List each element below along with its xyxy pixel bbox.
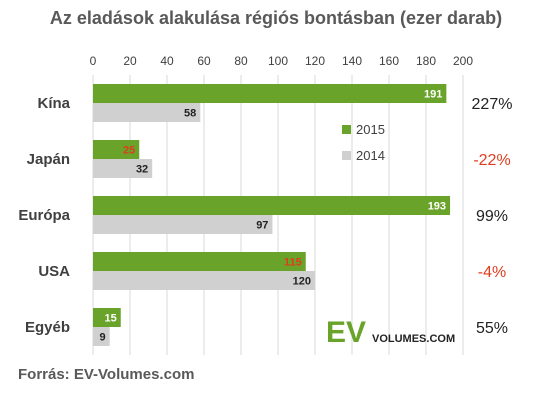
chart-title: Az eladások alakulása régiós bontásban (… (49, 8, 503, 28)
change-label: 55% (476, 320, 508, 337)
change-labels: 227% -22% 99% -4% 55% (472, 96, 513, 337)
x-tick-label: 140 (342, 54, 362, 68)
bar-2015-Kína (93, 84, 447, 103)
x-tick-label: 0 (90, 54, 97, 68)
category-label: Európa (18, 207, 70, 224)
x-tick-label: 180 (416, 54, 436, 68)
x-tick-label: 120 (305, 54, 325, 68)
change-label: -4% (478, 264, 506, 281)
data-label: 58 (184, 108, 196, 120)
logo-ev-text: EV (326, 316, 366, 349)
x-tick-label: 100 (268, 54, 288, 68)
bar-2014-Egyéb (93, 327, 110, 346)
legend-swatch (342, 151, 351, 160)
data-label: 32 (136, 164, 148, 176)
category-label: Kína (37, 95, 70, 112)
bar-2015-Japán (93, 140, 140, 159)
category-label: USA (38, 263, 70, 280)
bar-2014-Kína (93, 103, 201, 122)
logo-volumes-text: VOLUMES.COM (372, 333, 455, 345)
data-label: 15 (105, 313, 117, 325)
data-label: 191 (424, 89, 442, 101)
ev-volumes-logo: EV VOLUMES.COM (326, 316, 455, 349)
bar-2014-Japán (93, 159, 153, 178)
x-tick-label: 80 (234, 54, 248, 68)
data-label: 25 (123, 145, 135, 157)
bar-2015-Egyéb (93, 308, 121, 327)
x-tick-label: 160 (379, 54, 399, 68)
x-tick-label: 20 (123, 54, 137, 68)
x-tick-label: 200 (453, 54, 473, 68)
change-label: 99% (476, 208, 508, 225)
data-label: 115 (284, 257, 302, 269)
category-labels: Kína Japán Európa USA Egyéb (18, 95, 70, 336)
data-label: 97 (256, 220, 268, 232)
source-note: Forrás: EV-Volumes.com (18, 366, 195, 383)
legend: 2015 2014 (342, 122, 385, 163)
change-label: -22% (473, 152, 510, 169)
bar-2015-Európa (93, 196, 451, 215)
x-tick-label: 40 (160, 54, 174, 68)
legend-label: 2015 (356, 122, 385, 137)
legend-label: 2014 (356, 148, 385, 163)
bar-2015-USA (93, 252, 306, 271)
change-label: 227% (472, 96, 513, 113)
x-axis-ticks: 0 20 40 60 80 100 120 140 160 180 200 (90, 54, 474, 68)
category-label: Japán (27, 151, 70, 168)
data-label: 9 (100, 332, 106, 344)
bar-2014-Európa (93, 215, 273, 234)
category-label: Egyéb (25, 319, 70, 336)
x-tick-label: 60 (197, 54, 211, 68)
data-label: 193 (428, 201, 446, 213)
data-label: 120 (293, 276, 311, 288)
legend-swatch (342, 125, 351, 134)
bar-2014-USA (93, 271, 315, 290)
